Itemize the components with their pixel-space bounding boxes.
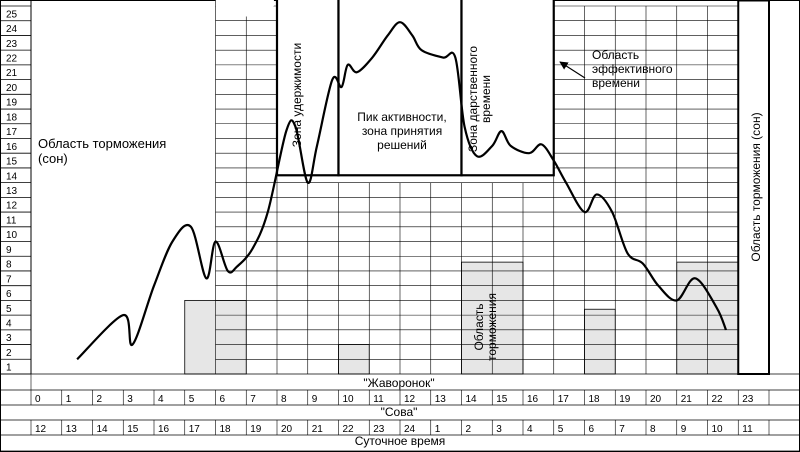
owl-hour-label: 17 <box>189 424 201 435</box>
shaded-bar <box>584 308 616 375</box>
y-tick-label: 12 <box>6 201 18 212</box>
y-tick-label: 10 <box>6 230 18 241</box>
lark-hour-label: 20 <box>650 394 662 405</box>
lark-hour-label: 12 <box>404 394 416 405</box>
lark-hour-label: 4 <box>158 394 164 405</box>
y-tick-label: 4 <box>6 318 12 329</box>
y-tick-label: 11 <box>6 215 17 226</box>
lark-hour-label: 6 <box>220 394 226 405</box>
retention-zone-frame <box>275 0 340 177</box>
owl-hour-label: 19 <box>250 424 262 435</box>
lark-hour-label: 13 <box>435 394 447 405</box>
activity-curve-group <box>76 21 727 361</box>
owl-hour-label: 10 <box>712 424 724 435</box>
y-tick-label: 21 <box>6 68 18 79</box>
retention-zone-label: Зона удержимости <box>290 42 304 148</box>
y-tick-label: 2 <box>6 348 12 359</box>
owl-hour-label: 6 <box>589 424 595 435</box>
y-tick-label: 6 <box>6 289 12 300</box>
y-tick-label: 20 <box>6 83 18 94</box>
y-tick-label: 19 <box>6 98 18 109</box>
owl-row-title: "Сова" <box>380 405 418 419</box>
y-tick-label: 24 <box>6 24 18 35</box>
lark-hour-label: 2 <box>97 394 103 405</box>
y-tick-label: 14 <box>6 171 18 182</box>
y-tick-label: 3 <box>6 333 12 344</box>
owl-hour-label: 3 <box>496 424 502 435</box>
owl-hour-label: 15 <box>127 424 139 435</box>
owl-hour-label: 2 <box>466 424 472 435</box>
y-tick-label: 15 <box>6 157 18 168</box>
activity-curve <box>76 21 727 361</box>
right-sleep-column <box>737 0 770 375</box>
y-tick-label: 9 <box>6 245 12 256</box>
owl-hour-label: 22 <box>343 424 355 435</box>
owl-hour-label: 23 <box>373 424 385 435</box>
y-tick-label: 23 <box>6 39 18 50</box>
owl-hour-label: 18 <box>220 424 232 435</box>
lark-hour-label: 0 <box>35 394 41 405</box>
lark-hour-label: 5 <box>189 394 195 405</box>
owl-hour-label: 8 <box>650 424 656 435</box>
lark-hour-label: 21 <box>681 394 693 405</box>
owl-hour-label: 16 <box>158 424 170 435</box>
inhibition-right-label: Область торможения (сон) <box>749 112 763 262</box>
gift-zone-label: Зона дарственного времени <box>466 45 493 153</box>
owl-hour-label: 12 <box>35 424 47 435</box>
effective-area-label: Область эффективного времени <box>592 48 673 90</box>
lark-hour-label: 22 <box>712 394 724 405</box>
y-tick-label: 22 <box>6 54 18 65</box>
peak-activity-label: Пик активности, зона принятия решений <box>357 110 447 152</box>
peak-zone-frame <box>337 0 463 177</box>
lark-hour-label: 10 <box>343 394 355 405</box>
owl-hour-label: 11 <box>742 424 753 435</box>
owl-hour-label: 13 <box>66 424 78 435</box>
owl-hour-label: 4 <box>527 424 533 435</box>
daily-time-title: Суточное время <box>354 434 446 448</box>
owl-hour-label: 1 <box>435 424 441 435</box>
y-tick-label: 13 <box>6 186 18 197</box>
lark-hour-label: 14 <box>466 394 478 405</box>
lark-hour-label: 18 <box>589 394 601 405</box>
y-tick-label: 1 <box>6 363 12 374</box>
inhibition-left-label: Область торможения (сон) <box>38 136 167 166</box>
owl-hour-label: 21 <box>312 424 324 435</box>
owl-hour-label: 24 <box>404 424 416 435</box>
lark-hour-label: 17 <box>558 394 570 405</box>
hour-rows: 0 1 2 3 4 5 6 7 8 9 10 11 12 13 14 15 16 17 18 19 20 21 22 2312… <box>0 373 800 452</box>
lark-hour-label: 15 <box>496 394 508 405</box>
owl-hour-label: 14 <box>97 424 109 435</box>
y-tick-label: 25 <box>6 9 18 20</box>
y-tick-label: 18 <box>6 112 18 123</box>
y-tick-label: 7 <box>6 274 12 285</box>
lark-hour-label: 8 <box>281 394 287 405</box>
owl-hour-label: 20 <box>281 424 293 435</box>
y-tick-label: 8 <box>6 260 12 271</box>
blank-patch <box>216 0 274 17</box>
inhibition-mid-label: Область торможения <box>472 292 499 362</box>
zone-frames <box>275 0 770 375</box>
lark-hour-label: 16 <box>527 394 539 405</box>
y-tick-label: 16 <box>6 142 18 153</box>
lark-hour-label: 23 <box>742 394 754 405</box>
lark-hour-label: 1 <box>66 394 72 405</box>
y-tick-label: 17 <box>6 127 18 138</box>
lark-row-title: "Жаворонок" <box>363 376 435 390</box>
y-tick-label: 5 <box>6 304 12 315</box>
lark-hour-label: 19 <box>619 394 631 405</box>
y-axis-ticks: 1234567891011121314151617181920212223242… <box>6 9 18 373</box>
lark-hour-label: 3 <box>127 394 133 405</box>
owl-hour-label: 9 <box>681 424 687 435</box>
lark-hour-label: 9 <box>312 394 318 405</box>
effective-area-arrow <box>559 61 586 79</box>
owl-hour-label: 5 <box>558 424 564 435</box>
lark-hour-label: 11 <box>373 394 384 405</box>
lark-hour-label: 7 <box>250 394 256 405</box>
owl-hour-label: 7 <box>619 424 625 435</box>
